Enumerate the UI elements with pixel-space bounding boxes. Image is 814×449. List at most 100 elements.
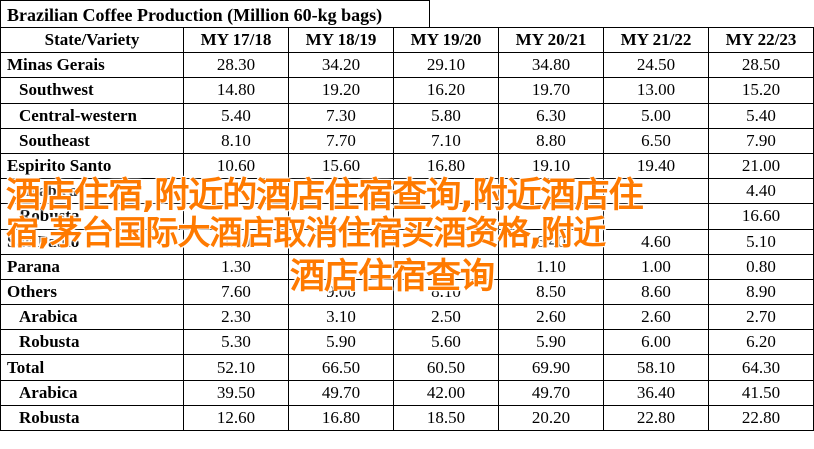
- table-cell: 8.60: [603, 278, 709, 306]
- row-label: Central-western: [0, 102, 184, 129]
- table-cell: 6.30: [498, 102, 604, 129]
- table-cell: 29.10: [393, 52, 499, 79]
- column-header: MY 18/19: [288, 26, 394, 54]
- table-cell: 58.10: [603, 354, 709, 381]
- table-row: Southeast 8.10 7.70 7.10 8.80 6.50 7.90: [0, 127, 814, 154]
- table-row: Southwest 14.80 19.20 16.20 19.70 13.00 15.20: [0, 77, 814, 104]
- table-cell: 41.50: [708, 379, 814, 406]
- row-label: Robusta: [0, 329, 184, 356]
- column-header: MY 22/23: [708, 26, 814, 54]
- table-cell: 7.30: [288, 102, 394, 129]
- table-cell: 15.20: [708, 77, 814, 104]
- table-cell: [288, 228, 394, 255]
- table-cell: 8.10: [183, 127, 289, 154]
- row-label: Robusta: [0, 203, 184, 230]
- table-cell: 20.20: [498, 404, 604, 432]
- row-label: Arabica: [0, 178, 184, 205]
- column-header: MY 20/21: [498, 26, 604, 54]
- table-cell: [288, 203, 394, 230]
- table-cell: 28.30: [183, 52, 289, 79]
- table-cell: 7.60: [183, 278, 289, 306]
- table-cell: [393, 178, 499, 205]
- table-cell: 49.70: [498, 379, 604, 406]
- table-row: Others 7.60 9.00 8.10 8.50 8.60 8.90: [0, 278, 814, 306]
- table-cell: 8.10: [393, 278, 499, 306]
- row-label: Southeast: [0, 127, 184, 154]
- column-header: MY 19/20: [393, 26, 499, 54]
- table-cell: 69.90: [498, 354, 604, 381]
- table-cell: 7.10: [393, 127, 499, 154]
- table-row: Robusta 5.30 5.90 5.60 5.90 6.00 6.20: [0, 329, 814, 356]
- table-cell: 2.60: [498, 304, 604, 331]
- table-cell: 14.80: [183, 77, 289, 104]
- table-cell: 0.80: [708, 253, 814, 280]
- table-cell: 1.30: [183, 253, 289, 280]
- table-row: Arabica 39.50 49.70 42.00 49.70 36.40 41.50: [0, 379, 814, 406]
- table-cell: 28.50: [708, 52, 814, 79]
- table-cell: 36.40: [603, 379, 709, 406]
- table-cell: 34.20: [288, 52, 394, 79]
- table-cell: [288, 253, 394, 280]
- table-cell: 7.70: [288, 127, 394, 154]
- table-cell: 16.80: [393, 152, 499, 180]
- table-cell: [393, 203, 499, 230]
- table-cell: 13.00: [603, 77, 709, 104]
- table-cell: 5.80: [393, 102, 499, 129]
- table-cell: [183, 203, 289, 230]
- table-row: Arabica 2.30 3.10 2.50 2.60 2.60 2.70: [0, 304, 814, 331]
- row-label: Southwest: [0, 77, 184, 104]
- table-cell: 42.00: [393, 379, 499, 406]
- table-cell: [603, 178, 709, 205]
- table-cell: 34.80: [498, 52, 604, 79]
- table-cell: 2.50: [393, 304, 499, 331]
- table-cell: 1.00: [603, 253, 709, 280]
- table-cell: 66.50: [288, 354, 394, 381]
- table-row: Total 52.10 66.50 60.50 69.90 58.10 64.30: [0, 354, 814, 381]
- table-cell: 5.00: [603, 102, 709, 129]
- header-row: State/Variety MY 17/18 MY 18/19 MY 19/20…: [0, 26, 814, 54]
- row-label: Arabica: [0, 379, 184, 406]
- table-row: Parana 1.30 1.10 1.00 0.80: [0, 253, 814, 280]
- table-cell: 52.10: [183, 354, 289, 381]
- table-cell: 19.70: [498, 77, 604, 104]
- table-cell: 5.30: [183, 329, 289, 356]
- table-cell: 5.10: [708, 228, 814, 255]
- table-cell: 18.50: [393, 404, 499, 432]
- table-row: Minas Gerais 28.30 34.20 29.10 34.80 24.50 28.…: [0, 52, 814, 79]
- table-cell: [498, 203, 604, 230]
- table-row: Robusta 12.60 16.80 18.50 20.20 22.80 22.80: [0, 404, 814, 432]
- table-cell: 8.50: [498, 278, 604, 306]
- table-cell: 16.80: [288, 404, 394, 432]
- coffee-production-table: State/Variety MY 17/18 MY 18/19 MY 19/20…: [0, 26, 814, 432]
- table-cell: 6.00: [603, 329, 709, 356]
- table-cell: 39.50: [183, 379, 289, 406]
- table-cell: 4.60: [603, 228, 709, 255]
- table-cell: [498, 178, 604, 205]
- table-cell: 8.90: [708, 278, 814, 306]
- row-label: Minas Gerais: [0, 52, 184, 79]
- table-cell: 6.50: [603, 127, 709, 154]
- table-cell: 2.60: [603, 304, 709, 331]
- table-cell: 5.90: [288, 329, 394, 356]
- column-header: MY 21/22: [603, 26, 709, 54]
- table-cell: 16.60: [708, 203, 814, 230]
- table-cell: 15.60: [288, 152, 394, 180]
- table-row: Central-western 5.40 7.30 5.80 6.30 5.00 5.40: [0, 102, 814, 129]
- row-label: Others: [0, 278, 184, 306]
- row-label: Arabica: [0, 304, 184, 331]
- table-cell: 10.60: [183, 152, 289, 180]
- table-cell: [393, 228, 499, 255]
- table-cell: 5.60: [393, 329, 499, 356]
- table-cell: 1.10: [498, 253, 604, 280]
- row-label: Espirito Santo: [0, 152, 184, 180]
- table-cell: 19.40: [603, 152, 709, 180]
- table-cell: [183, 178, 289, 205]
- row-label: Sao Paulo: [0, 228, 184, 255]
- table-cell: 5.40: [183, 102, 289, 129]
- table-title: Brazilian Coffee Production (Million 60-…: [0, 0, 430, 28]
- table-row: Arabica 4.40: [0, 178, 814, 205]
- table-cell: 9.00: [288, 278, 394, 306]
- table-cell: 22.80: [708, 404, 814, 432]
- table-cell: 64.30: [708, 354, 814, 381]
- table-cell: 2.70: [708, 304, 814, 331]
